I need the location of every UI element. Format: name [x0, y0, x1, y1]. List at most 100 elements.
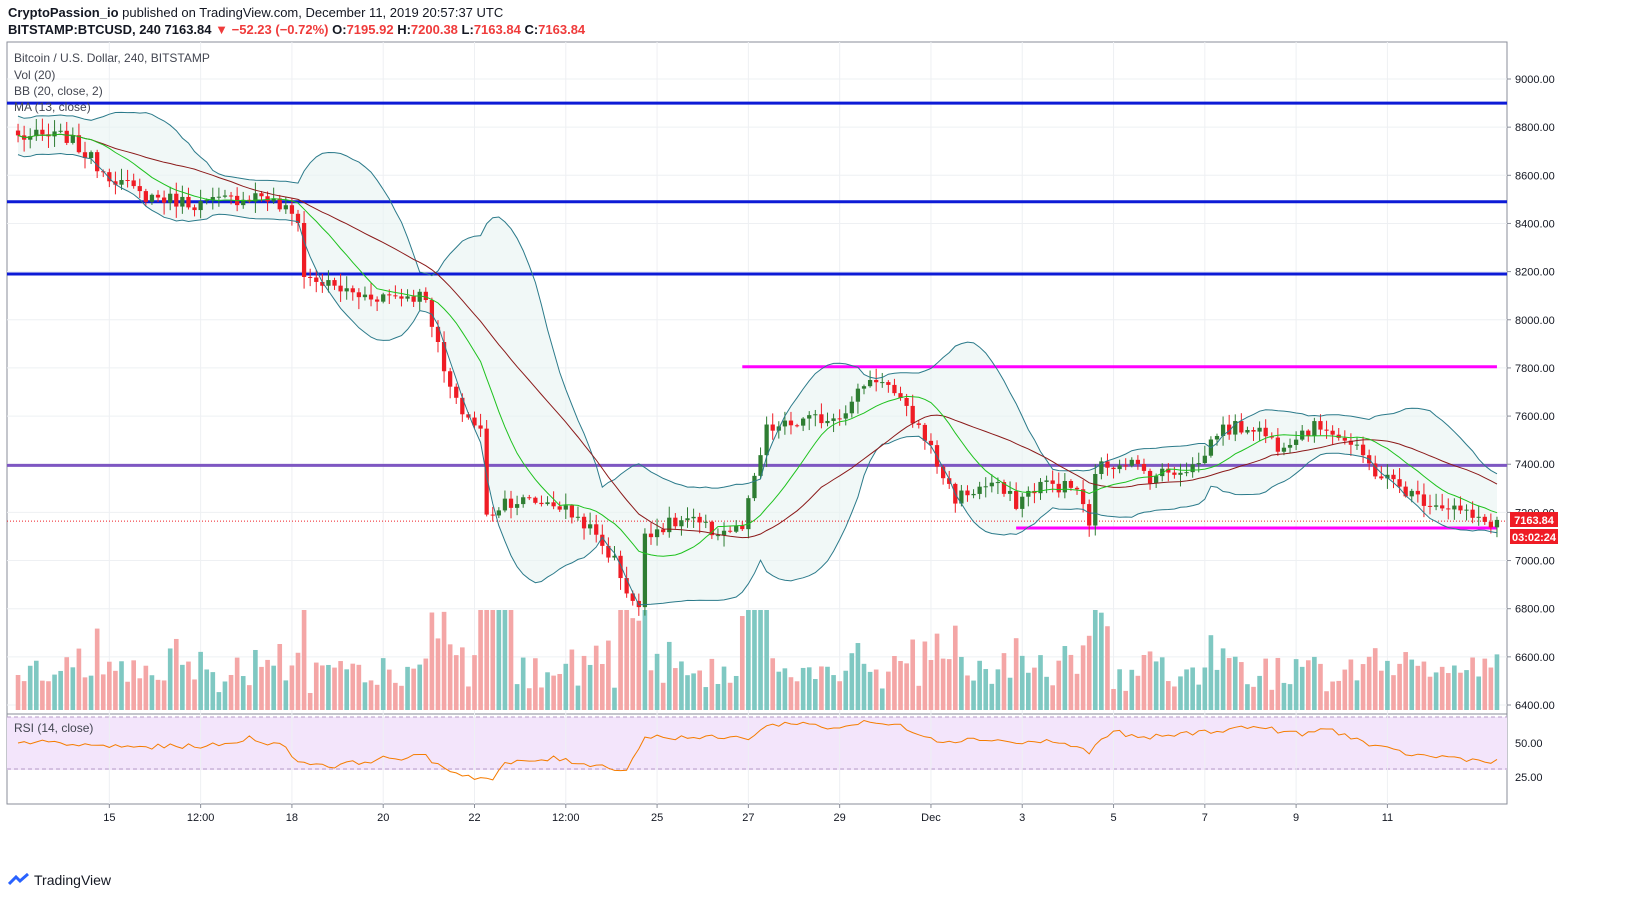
candle-body: [496, 510, 501, 516]
volume-bar: [472, 655, 477, 710]
volume-bar: [1086, 635, 1092, 710]
candle-body: [174, 193, 179, 207]
volume-bar: [1239, 662, 1244, 710]
volume-bar: [265, 659, 270, 710]
footer-brand-text: TradingView: [34, 872, 112, 888]
close-label: C:: [524, 22, 539, 37]
volume-bar: [149, 675, 155, 710]
candle-body: [1433, 505, 1439, 507]
candle-body: [137, 186, 142, 192]
candle-body: [198, 201, 203, 211]
volume-bar: [843, 670, 849, 710]
rsi-indicator-label[interactable]: RSI (14, close): [14, 721, 93, 735]
candle-body: [1245, 430, 1250, 433]
footer-brand[interactable]: TradingView: [8, 872, 111, 888]
candle-body: [301, 222, 307, 277]
bb-indicator-label[interactable]: BB (20, close, 2): [14, 84, 103, 98]
volume-bar: [788, 677, 794, 710]
price-levels[interactable]: [7, 101, 1507, 530]
candle-body: [709, 521, 714, 536]
bb-upper: [17, 111, 1498, 489]
volume-bar: [307, 692, 313, 710]
volume-bar: [119, 661, 124, 710]
volume-bar: [386, 669, 392, 710]
candle-body: [600, 534, 605, 546]
volume-bar: [758, 610, 763, 710]
volume-bar: [204, 669, 210, 710]
candle-body: [1354, 444, 1360, 446]
volume-bar: [727, 682, 733, 710]
candle-body: [1044, 480, 1049, 482]
candle-body: [947, 478, 952, 484]
volume-bar: [253, 649, 258, 710]
volume-bar: [593, 645, 599, 710]
volume-bar: [52, 674, 57, 710]
candle-body: [131, 180, 136, 187]
volume-bar: [1007, 677, 1013, 710]
candle-body: [588, 524, 593, 529]
volume-bar: [1044, 676, 1049, 710]
volume-bar: [1013, 638, 1019, 710]
candle-body: [64, 130, 69, 143]
vol-indicator-label[interactable]: Vol (20): [14, 68, 55, 82]
candle-body: [715, 535, 721, 537]
candle-body: [338, 285, 343, 292]
candle-body: [1227, 424, 1232, 435]
candle-body: [374, 299, 380, 302]
volume-bar: [1336, 680, 1342, 710]
candle-body: [1202, 455, 1207, 464]
candle-body: [849, 401, 854, 414]
candle-body: [813, 414, 818, 416]
candle-body: [898, 393, 903, 399]
ma-indicator-label[interactable]: MA (13, close): [14, 100, 91, 114]
volume-bar: [1147, 651, 1153, 710]
volume-bar: [1135, 675, 1141, 710]
volume-bar: [606, 640, 611, 710]
volume-bar: [113, 670, 118, 710]
candle-body: [874, 380, 879, 383]
rsi-polyline: [17, 719, 1498, 781]
candle-body: [910, 405, 915, 424]
candle-body: [1093, 473, 1098, 526]
volume-bar: [557, 673, 563, 710]
candle-body: [58, 130, 63, 132]
volume-bar: [137, 678, 143, 710]
price-badge: [1510, 512, 1558, 527]
candle-body: [490, 514, 495, 516]
volume-bar: [1220, 648, 1226, 710]
candle-body: [1257, 427, 1262, 432]
candle-body: [180, 196, 185, 207]
volume-bar: [782, 668, 788, 710]
author-name[interactable]: CryptoPassion_io: [8, 5, 119, 20]
volume-bar: [301, 610, 307, 710]
time-axis[interactable]: 15 12:00 18 20 22 12:00 25 27 29 Dec 3 5 7 9 11: [103, 804, 1393, 824]
volume-bar: [648, 670, 654, 710]
volume-bar: [82, 677, 88, 710]
candle-body: [161, 197, 167, 203]
volume-bar: [922, 641, 928, 710]
volume-bar: [399, 685, 404, 710]
volume-bar: [478, 610, 483, 710]
candle-body: [448, 371, 453, 387]
volume-bar: [186, 661, 191, 710]
candle-body: [782, 420, 788, 427]
candle-body: [977, 486, 982, 494]
price-axis[interactable]: 9000.00 8800.00 8600.00 8400.00 8200.00 8000.…: [1507, 74, 1555, 712]
candle-body: [1452, 505, 1457, 510]
candle-body: [539, 502, 544, 505]
candle-body: [113, 181, 118, 185]
volume-bar: [1202, 667, 1208, 710]
candle-body: [983, 486, 988, 488]
candle-body: [989, 482, 994, 487]
candle-body: [825, 420, 830, 424]
candle-body: [904, 398, 909, 406]
volume-bar: [143, 665, 149, 710]
volume-bar: [1117, 669, 1122, 710]
volume-bar: [1305, 660, 1311, 710]
bb-lower: [17, 152, 1498, 606]
volume-bar: [1165, 681, 1171, 710]
volume-bar: [825, 666, 830, 710]
volume-bar: [447, 644, 453, 710]
symbol-label[interactable]: BITSTAMP:BTCUSD, 240: [8, 22, 161, 37]
